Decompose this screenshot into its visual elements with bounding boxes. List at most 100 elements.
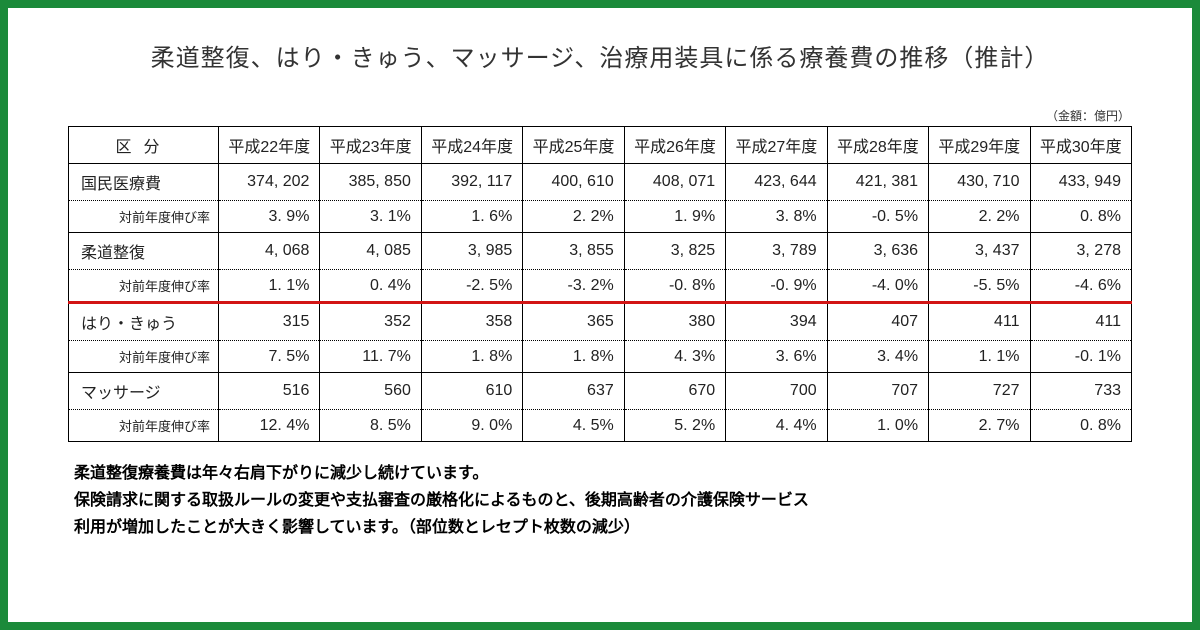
table-row: マッサージ 516 560 610 637 670 700 707 727 73… bbox=[69, 373, 1132, 410]
year-header: 平成25年度 bbox=[523, 127, 624, 164]
table-subrow: 対前年度伸び率 3. 9% 3. 1% 1. 6% 2. 2% 1. 9% 3.… bbox=[69, 201, 1132, 233]
table-subrow: 対前年度伸び率 12. 4% 8. 5% 9. 0% 4. 5% 5. 2% 4… bbox=[69, 410, 1132, 442]
cell: 2. 2% bbox=[523, 201, 624, 233]
table-subrow-highlight: 対前年度伸び率 1. 1% 0. 4% -2. 5% -3. 2% -0. 8%… bbox=[69, 270, 1132, 303]
cell: -0. 9% bbox=[726, 270, 827, 303]
cell: 1. 1% bbox=[929, 341, 1030, 373]
cell: 380 bbox=[624, 303, 725, 341]
cell: 421, 381 bbox=[827, 164, 928, 201]
year-header: 平成23年度 bbox=[320, 127, 421, 164]
year-header: 平成22年度 bbox=[219, 127, 320, 164]
cell: 560 bbox=[320, 373, 421, 410]
cell: 727 bbox=[929, 373, 1030, 410]
cell: 3, 437 bbox=[929, 233, 1030, 270]
cell: 358 bbox=[421, 303, 522, 341]
cell: -2. 5% bbox=[421, 270, 522, 303]
cell: 2. 7% bbox=[929, 410, 1030, 442]
cell: 610 bbox=[421, 373, 522, 410]
cell: 7. 5% bbox=[219, 341, 320, 373]
cell: 411 bbox=[929, 303, 1030, 341]
cell: 4, 085 bbox=[320, 233, 421, 270]
cell: 0. 4% bbox=[320, 270, 421, 303]
cell: 3, 825 bbox=[624, 233, 725, 270]
cell: 4. 4% bbox=[726, 410, 827, 442]
cell: 3, 278 bbox=[1030, 233, 1132, 270]
cell: 1. 0% bbox=[827, 410, 928, 442]
year-header: 平成24年度 bbox=[421, 127, 522, 164]
row-label: はり・きゅう bbox=[69, 303, 219, 341]
cell: 1. 6% bbox=[421, 201, 522, 233]
year-header: 平成26年度 bbox=[624, 127, 725, 164]
cell: 5. 2% bbox=[624, 410, 725, 442]
caption-line: 柔道整復療養費は年々右肩下がりに減少し続けています。 bbox=[74, 460, 1132, 487]
cell: 400, 610 bbox=[523, 164, 624, 201]
year-header: 平成29年度 bbox=[929, 127, 1030, 164]
row-label: 柔道整復 bbox=[69, 233, 219, 270]
cell: 3, 985 bbox=[421, 233, 522, 270]
cell: 374, 202 bbox=[219, 164, 320, 201]
table-row: はり・きゅう 315 352 358 365 380 394 407 411 4… bbox=[69, 303, 1132, 341]
cell: 365 bbox=[523, 303, 624, 341]
row-label: マッサージ bbox=[69, 373, 219, 410]
cell: 516 bbox=[219, 373, 320, 410]
subrow-label: 対前年度伸び率 bbox=[69, 270, 219, 303]
table-header-row: 区分 平成22年度 平成23年度 平成24年度 平成25年度 平成26年度 平成… bbox=[69, 127, 1132, 164]
cell: 1. 9% bbox=[624, 201, 725, 233]
cost-table: 区分 平成22年度 平成23年度 平成24年度 平成25年度 平成26年度 平成… bbox=[68, 126, 1132, 442]
year-header: 平成28年度 bbox=[827, 127, 928, 164]
cell: 392, 117 bbox=[421, 164, 522, 201]
caption-line: 保険請求に関する取扱ルールの変更や支払審査の厳格化によるものと、後期高齢者の介護… bbox=[74, 487, 1132, 514]
cell: 407 bbox=[827, 303, 928, 341]
cell: 4, 068 bbox=[219, 233, 320, 270]
cell: 3, 636 bbox=[827, 233, 928, 270]
cell: 8. 5% bbox=[320, 410, 421, 442]
cell: 3, 855 bbox=[523, 233, 624, 270]
year-header: 平成27年度 bbox=[726, 127, 827, 164]
cell: -4. 6% bbox=[1030, 270, 1132, 303]
unit-note: （金額：億円） bbox=[68, 107, 1132, 124]
cell: 315 bbox=[219, 303, 320, 341]
year-header: 平成30年度 bbox=[1030, 127, 1132, 164]
cell: 2. 2% bbox=[929, 201, 1030, 233]
cell: 1. 1% bbox=[219, 270, 320, 303]
cell: 433, 949 bbox=[1030, 164, 1132, 201]
cell: 385, 850 bbox=[320, 164, 421, 201]
cell: 408, 071 bbox=[624, 164, 725, 201]
cell: 670 bbox=[624, 373, 725, 410]
cell: 3. 6% bbox=[726, 341, 827, 373]
cell: 11. 7% bbox=[320, 341, 421, 373]
cell: 411 bbox=[1030, 303, 1132, 341]
subrow-label: 対前年度伸び率 bbox=[69, 341, 219, 373]
cell: 0. 8% bbox=[1030, 410, 1132, 442]
cell: -3. 2% bbox=[523, 270, 624, 303]
subrow-label: 対前年度伸び率 bbox=[69, 201, 219, 233]
cell: 700 bbox=[726, 373, 827, 410]
page-title: 柔道整復、はり・きゅう、マッサージ、治療用装具に係る療養費の推移（推計） bbox=[68, 38, 1132, 73]
cell: 3. 4% bbox=[827, 341, 928, 373]
table-subrow: 対前年度伸び率 7. 5% 11. 7% 1. 8% 1. 8% 4. 3% 3… bbox=[69, 341, 1132, 373]
caption-line: 利用が増加したことが大きく影響しています。（部位数とレセプト枚数の減少） bbox=[74, 514, 1132, 541]
subrow-label: 対前年度伸び率 bbox=[69, 410, 219, 442]
cell: 9. 0% bbox=[421, 410, 522, 442]
cell: 733 bbox=[1030, 373, 1132, 410]
table-row: 柔道整復 4, 068 4, 085 3, 985 3, 855 3, 825 … bbox=[69, 233, 1132, 270]
cell: -4. 0% bbox=[827, 270, 928, 303]
cell: 4. 3% bbox=[624, 341, 725, 373]
cell: 430, 710 bbox=[929, 164, 1030, 201]
document-frame: 柔道整復、はり・きゅう、マッサージ、治療用装具に係る療養費の推移（推計） （金額… bbox=[0, 0, 1200, 630]
cell: 1. 8% bbox=[523, 341, 624, 373]
cell: 0. 8% bbox=[1030, 201, 1132, 233]
cell: -0. 5% bbox=[827, 201, 928, 233]
cell: -0. 1% bbox=[1030, 341, 1132, 373]
cell: 637 bbox=[523, 373, 624, 410]
table-body: 国民医療費 374, 202 385, 850 392, 117 400, 61… bbox=[69, 164, 1132, 442]
cell: 3, 789 bbox=[726, 233, 827, 270]
cell: 3. 9% bbox=[219, 201, 320, 233]
cell: 3. 8% bbox=[726, 201, 827, 233]
cell: 12. 4% bbox=[219, 410, 320, 442]
cell: 4. 5% bbox=[523, 410, 624, 442]
cell: -5. 5% bbox=[929, 270, 1030, 303]
category-header: 区分 bbox=[69, 127, 219, 164]
cell: 423, 644 bbox=[726, 164, 827, 201]
cell: 707 bbox=[827, 373, 928, 410]
